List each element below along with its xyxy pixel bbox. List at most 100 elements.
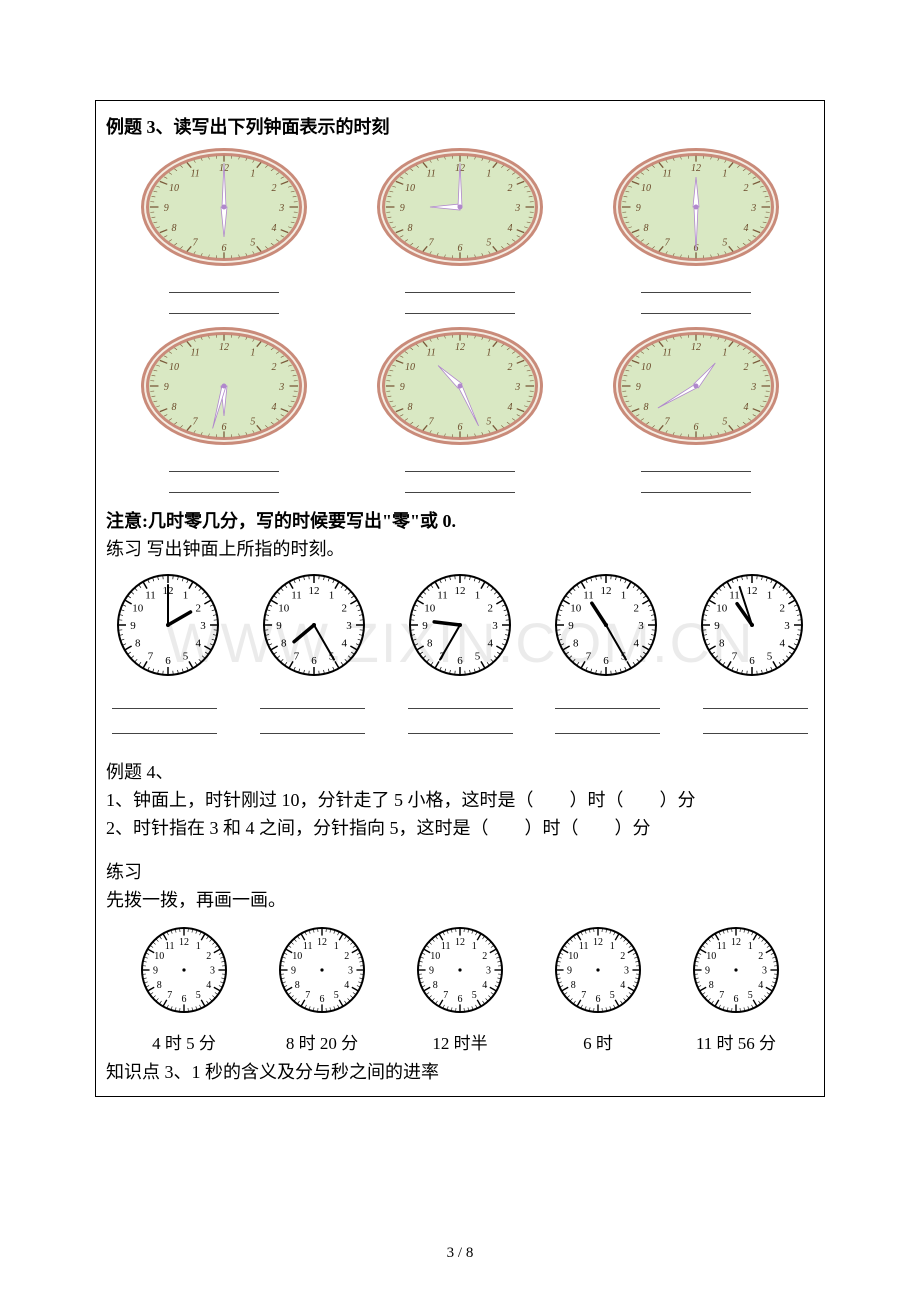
svg-text:2: 2 [758, 951, 763, 962]
svg-text:8: 8 [427, 638, 433, 650]
svg-text:9: 9 [400, 382, 405, 393]
svg-text:4: 4 [271, 223, 276, 234]
svg-text:8: 8 [408, 223, 413, 234]
svg-text:1: 1 [610, 941, 615, 952]
svg-text:8: 8 [172, 402, 177, 413]
svg-text:8: 8 [709, 980, 714, 991]
svg-text:12: 12 [731, 937, 741, 948]
answer-blank[interactable] [408, 694, 513, 709]
clock-item: 123456789101112 [611, 326, 781, 451]
svg-text:5: 5 [610, 990, 615, 1001]
svg-text:11: 11 [191, 347, 200, 358]
fancy-clock-icon: 123456789101112 [611, 326, 781, 446]
example3-row1-blanks-a [106, 278, 814, 293]
svg-text:6: 6 [603, 655, 609, 667]
answer-blank[interactable] [405, 278, 515, 293]
svg-text:9: 9 [400, 203, 405, 214]
blank-clock-icon: 123456789101112 [550, 922, 646, 1018]
svg-text:5: 5 [196, 990, 201, 1001]
svg-text:7: 7 [294, 650, 300, 662]
blank-clock-icon: 123456789101112 [688, 922, 784, 1018]
svg-text:11: 11 [441, 941, 451, 952]
svg-text:8: 8 [719, 638, 725, 650]
answer-blank[interactable] [703, 719, 808, 734]
svg-text:1: 1 [748, 941, 753, 952]
svg-text:2: 2 [620, 951, 625, 962]
practice-clocks-row: 123456789101112 123456789101112 12345678… [106, 569, 814, 686]
svg-text:5: 5 [767, 650, 773, 662]
svg-text:9: 9 [714, 620, 720, 632]
content-frame: 例题 3、读写出下列钟面表示的时刻 123456789101112 [95, 100, 825, 1097]
answer-blank[interactable] [112, 694, 217, 709]
answer-blank[interactable] [260, 719, 365, 734]
answer-blank[interactable] [169, 457, 279, 472]
svg-text:1: 1 [250, 347, 255, 358]
svg-text:1: 1 [334, 941, 339, 952]
answer-blank[interactable] [555, 719, 660, 734]
svg-text:10: 10 [641, 362, 651, 373]
svg-text:5: 5 [334, 990, 339, 1001]
svg-text:9: 9 [153, 966, 158, 977]
svg-text:9: 9 [636, 203, 641, 214]
svg-text:10: 10 [716, 603, 728, 615]
answer-blank[interactable] [555, 694, 660, 709]
svg-text:6: 6 [734, 994, 739, 1005]
clock-item: 123456789101112 [611, 147, 781, 272]
svg-text:2: 2 [344, 951, 349, 962]
svg-text:4: 4 [743, 402, 748, 413]
answer-blank[interactable] [260, 694, 365, 709]
answer-blank[interactable] [112, 719, 217, 734]
svg-text:1: 1 [250, 168, 255, 179]
svg-text:8: 8 [433, 980, 438, 991]
answer-blank[interactable] [641, 299, 751, 314]
svg-text:4: 4 [342, 638, 348, 650]
svg-text:12: 12 [219, 342, 229, 353]
clock-caption: 11 时 56 分 [688, 1029, 784, 1054]
svg-text:3: 3 [346, 620, 352, 632]
answer-blank[interactable] [408, 719, 513, 734]
svg-text:9: 9 [567, 966, 572, 977]
answer-blank[interactable] [703, 694, 808, 709]
svg-text:10: 10 [292, 951, 302, 962]
answer-blank[interactable] [641, 478, 751, 493]
svg-text:12: 12 [601, 585, 612, 597]
answer-blank[interactable] [169, 278, 279, 293]
svg-text:8: 8 [573, 638, 579, 650]
example4-q2: 2、时针指在 3 和 4 之间，分针指向 5，这时是（ ）时（ ）分 [106, 814, 814, 840]
svg-text:6: 6 [458, 243, 463, 254]
svg-text:1: 1 [621, 590, 627, 602]
answer-blank[interactable] [169, 299, 279, 314]
blank-clock-icon: 123456789101112 [412, 922, 508, 1018]
svg-text:1: 1 [486, 168, 491, 179]
example3-row1: 123456789101112 123456789101112 [106, 147, 814, 272]
svg-text:4: 4 [758, 980, 763, 991]
svg-text:4: 4 [482, 980, 487, 991]
svg-text:8: 8 [281, 638, 287, 650]
answer-blank[interactable] [641, 457, 751, 472]
svg-text:4: 4 [780, 638, 786, 650]
svg-text:11: 11 [427, 168, 436, 179]
example3-row2-blanks-b [106, 478, 814, 493]
blank-clocks-row: 123456789101112 123456789101112 12345678… [106, 922, 814, 1023]
svg-text:1: 1 [722, 347, 727, 358]
svg-text:5: 5 [472, 990, 477, 1001]
clock-item: 123456789101112 [375, 147, 545, 272]
svg-text:1: 1 [722, 168, 727, 179]
answer-blank[interactable] [405, 457, 515, 472]
svg-text:2: 2 [743, 183, 748, 194]
bw-clock-icon: 123456789101112 [404, 569, 516, 681]
svg-text:10: 10 [405, 183, 415, 194]
example3-row2-blanks-a [106, 457, 814, 472]
svg-text:9: 9 [705, 966, 710, 977]
svg-text:9: 9 [422, 620, 428, 632]
answer-blank[interactable] [405, 299, 515, 314]
svg-text:4: 4 [634, 638, 640, 650]
svg-text:11: 11 [145, 590, 156, 602]
answer-blank[interactable] [169, 478, 279, 493]
answer-blank[interactable] [641, 278, 751, 293]
svg-text:10: 10 [169, 183, 179, 194]
svg-text:3: 3 [638, 620, 644, 632]
svg-text:6: 6 [165, 655, 171, 667]
svg-text:10: 10 [132, 603, 144, 615]
answer-blank[interactable] [405, 478, 515, 493]
